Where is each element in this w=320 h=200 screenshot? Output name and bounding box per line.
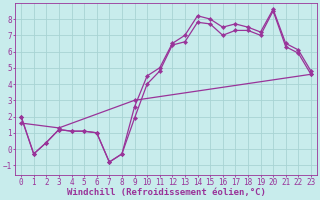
X-axis label: Windchill (Refroidissement éolien,°C): Windchill (Refroidissement éolien,°C) (67, 188, 266, 197)
